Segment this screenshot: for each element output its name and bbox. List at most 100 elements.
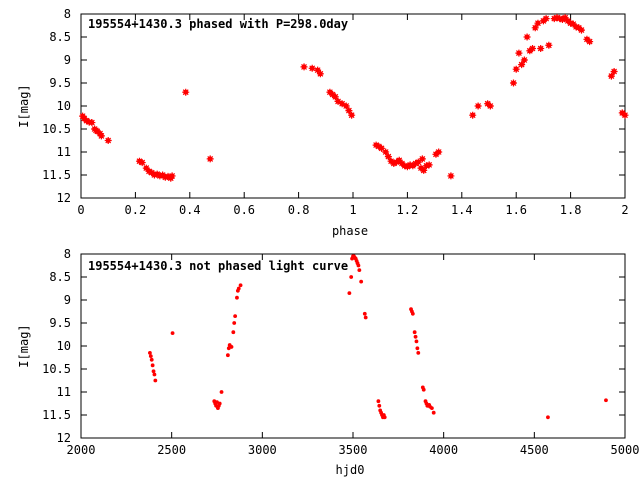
phased-data-point	[523, 33, 531, 41]
unphased-axes: 2000 2500 3000 3500 4000 4500 5000 8 8.5 9 9.5 10 10…	[42, 247, 639, 457]
phased-data-point	[577, 26, 585, 34]
unphased-y-tick-label: 8	[64, 247, 71, 261]
phased-data-point	[378, 144, 386, 152]
phased-x-axis-label: phase	[332, 224, 368, 238]
phased-axes: 0 0.2 0.4 0.6 0.8 1 1.2 1.4 1.6 1.8 2 8 8.5 9 9.5 10 10.…	[42, 7, 629, 217]
unphased-data-point	[604, 398, 608, 403]
unphased-data-point	[235, 295, 239, 300]
phased-data-point	[308, 64, 316, 72]
phased-data-point	[182, 88, 190, 96]
unphased-data-point	[416, 351, 421, 355]
phased-y-tick-label: 9.5	[49, 76, 71, 90]
unphased-y-tick-label: 9	[64, 293, 71, 307]
phased-data-point	[206, 155, 214, 163]
phased-data-point	[348, 111, 356, 119]
phased-data-point	[314, 66, 322, 74]
unphased-x-tick-label: 4000	[429, 443, 458, 457]
phased-y-tick-label: 8	[64, 7, 71, 21]
unphased-data-point	[152, 372, 157, 377]
unphased-data-point	[382, 415, 387, 420]
phased-data-point	[334, 97, 342, 105]
phased-x-tick-label: 1.4	[451, 203, 473, 217]
phased-x-tick-label: 0.8	[288, 203, 310, 217]
phased-data-point	[338, 100, 346, 108]
unphased-data-point	[415, 346, 420, 351]
phased-data-point	[586, 38, 594, 46]
unphased-data-point	[412, 330, 417, 335]
phased-data-point	[621, 111, 629, 119]
unphased-x-tick-label: 3500	[339, 443, 368, 457]
unphased-x-tick-label: 5000	[611, 443, 640, 457]
unphased-data-point	[357, 268, 362, 272]
unphased-data-point	[148, 351, 152, 355]
unphased-data-point	[148, 354, 153, 359]
unphased-data-point	[546, 415, 550, 420]
phased-x-tick-label: 2	[621, 203, 628, 217]
phased-data-point	[345, 107, 353, 115]
phased-data-point	[382, 148, 390, 156]
phased-x-tick-label: 1.6	[505, 203, 527, 217]
phased-data-point	[545, 41, 553, 49]
unphased-chart: 195554+1430.3 not phased light curve 200…	[17, 247, 639, 477]
unphased-data-point	[219, 390, 224, 394]
phased-data-point	[420, 166, 428, 174]
phased-data-point	[512, 65, 520, 73]
phased-y-tick-label: 10.5	[42, 122, 71, 136]
phased-y-axis-label: I[mag]	[17, 84, 31, 127]
phased-chart-title: 195554+1430.3 phased with P=298.0day	[88, 17, 348, 31]
unphased-data-point	[362, 311, 367, 316]
unphased-y-tick-label: 8.5	[49, 270, 71, 284]
phased-y-tick-label: 12	[57, 191, 71, 205]
phased-y-tick-label: 8.5	[49, 30, 71, 44]
phased-data-point	[531, 24, 539, 32]
unphased-y-tick-label: 11	[57, 385, 71, 399]
phased-data-point	[509, 79, 517, 87]
phased-data-point	[469, 111, 477, 119]
phased-data-point	[518, 61, 526, 69]
unphased-data-point	[170, 331, 175, 336]
unphased-data-point	[359, 279, 364, 284]
unphased-data-point	[349, 275, 354, 279]
phased-y-tick-label: 10	[57, 99, 71, 113]
unphased-x-tick-label: 2500	[157, 443, 186, 457]
unphased-data-points	[148, 254, 608, 420]
unphased-data-point	[376, 399, 381, 404]
phased-data-point	[342, 102, 350, 110]
phased-x-tick-label: 0	[77, 203, 84, 217]
phased-data-point	[425, 161, 433, 169]
unphased-data-point	[363, 315, 368, 320]
phased-data-point	[542, 15, 550, 23]
phased-data-point	[88, 119, 96, 127]
phased-data-point	[331, 93, 339, 101]
unphased-data-point	[149, 357, 154, 362]
unphased-data-point	[151, 369, 156, 374]
unphased-x-axis-label: hjd0	[336, 463, 365, 477]
phased-data-point	[138, 159, 146, 167]
phased-data-point	[607, 72, 615, 80]
phased-data-point	[515, 49, 523, 57]
unphased-x-tick-label: 3000	[248, 443, 277, 457]
unphased-data-point	[414, 339, 419, 344]
unphased-data-point	[232, 321, 237, 325]
unphased-data-point	[236, 286, 241, 291]
unphased-data-point	[431, 410, 436, 415]
phased-data-point	[610, 68, 618, 75]
unphased-data-point	[233, 314, 238, 318]
unphased-data-point	[153, 378, 158, 383]
phased-x-tick-label: 1.8	[560, 203, 582, 217]
unphased-y-tick-label: 10.5	[42, 362, 71, 376]
phased-data-point	[104, 137, 112, 144]
unphased-data-point	[347, 291, 352, 295]
unphased-data-point	[413, 334, 418, 339]
unphased-data-point	[377, 403, 382, 408]
unphased-data-point	[229, 345, 234, 349]
phased-data-point	[474, 102, 482, 110]
phased-y-tick-label: 9	[64, 53, 71, 67]
phased-data-point	[520, 56, 528, 64]
unphased-y-axis-label: I[mag]	[17, 324, 31, 367]
unphased-chart-title: 195554+1430.3 not phased light curve	[88, 259, 348, 273]
phased-chart: 195554+1430.3 phased with P=298.0day 0 0.…	[17, 7, 629, 238]
phased-data-point	[316, 70, 324, 78]
unphased-data-point	[421, 387, 426, 392]
